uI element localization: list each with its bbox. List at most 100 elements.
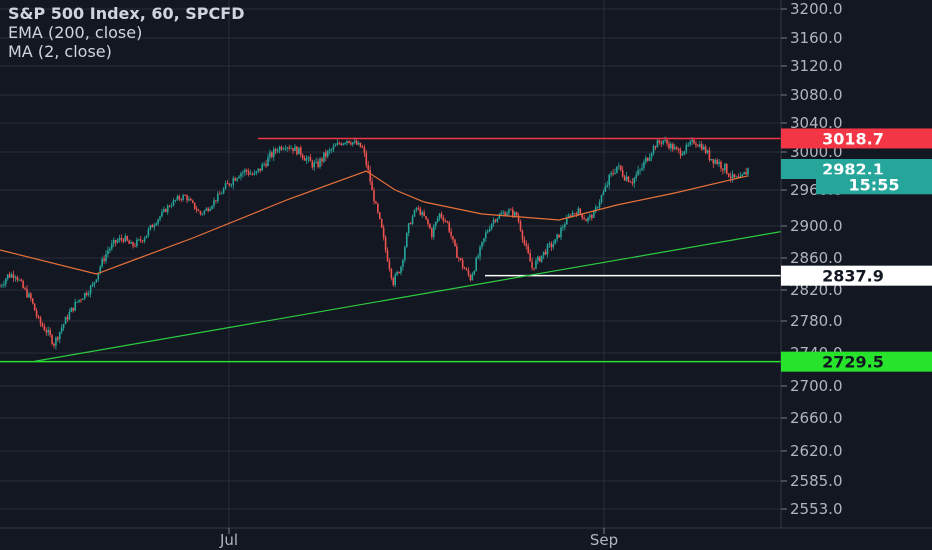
candle-body: [519, 221, 522, 231]
candle-body: [392, 277, 395, 286]
candle-body: [643, 161, 645, 168]
candle-body: [74, 301, 76, 311]
candle-body: [714, 160, 717, 164]
x-tick-label: Sep: [590, 531, 618, 549]
candle-body: [598, 201, 601, 208]
y-tick-label: 2553.0: [790, 500, 843, 518]
candle-body: [168, 205, 171, 207]
candle-body: [188, 198, 190, 201]
candle-body: [303, 157, 306, 161]
candle-body: [733, 173, 736, 178]
price-axis[interactable]: 3200.03160.03120.03080.03040.03000.02960…: [781, 0, 843, 518]
candle-body: [627, 176, 630, 182]
candle-body: [745, 172, 747, 175]
ema-indicator-label[interactable]: EMA (200, close): [8, 23, 143, 42]
candle-body: [350, 142, 352, 145]
price-tag-label: 2729.5: [822, 353, 884, 372]
candle-body: [506, 213, 508, 216]
candle-body: [747, 168, 749, 175]
candle-body: [217, 193, 219, 201]
candle-body: [124, 236, 127, 242]
candle-body: [101, 258, 103, 267]
candle-body: [145, 235, 148, 238]
candle-body: [407, 223, 410, 234]
candle-body: [294, 146, 296, 152]
candle-body: [546, 244, 549, 255]
candle-body: [438, 213, 441, 219]
candle-body: [149, 225, 152, 230]
candle-body: [147, 229, 150, 236]
candle-body: [195, 208, 198, 211]
candle-body: [592, 211, 595, 218]
candle-body: [255, 171, 258, 174]
candle-body: [384, 237, 387, 251]
candle-body: [729, 176, 732, 179]
candle-body: [405, 233, 408, 248]
candle-body: [64, 317, 67, 325]
candle-body: [375, 201, 377, 204]
candle-body: [573, 212, 576, 214]
candle-body: [402, 259, 404, 267]
candle-body: [419, 208, 422, 215]
candle-body: [43, 326, 46, 331]
candle-body: [49, 330, 51, 336]
candle-body: [288, 147, 290, 149]
candle-body: [234, 178, 236, 181]
candle-body: [475, 258, 477, 271]
candle-body: [434, 221, 437, 227]
candle-body: [244, 169, 246, 173]
candle-body: [105, 254, 107, 262]
candle-body: [517, 215, 520, 222]
candle-body: [57, 337, 59, 340]
candle-body: [274, 149, 277, 151]
time-axis[interactable]: Jul Sep: [219, 528, 618, 549]
candle-body: [394, 274, 397, 286]
candle-body: [380, 218, 383, 228]
candle-body: [130, 242, 132, 244]
candle-body: [510, 209, 512, 211]
candle-body: [286, 147, 289, 149]
candle-body: [351, 142, 354, 145]
candle-body: [111, 243, 113, 249]
candle-body: [610, 173, 612, 175]
candle-body: [413, 209, 416, 217]
candle-body: [197, 210, 200, 212]
candle-body: [132, 242, 134, 246]
candle-body: [373, 190, 375, 202]
candle-body: [0, 286, 1, 287]
candle-body: [429, 224, 431, 229]
candle-body: [508, 209, 510, 214]
candle-body: [396, 271, 398, 275]
candle-body: [215, 200, 217, 202]
y-tick-label: 3160.0: [790, 29, 843, 47]
ma-indicator-label[interactable]: MA (2, close): [8, 42, 112, 61]
candle-body: [62, 324, 65, 328]
candle-body: [284, 148, 287, 150]
candle-body: [336, 142, 339, 146]
candle-body: [625, 176, 628, 181]
candle-body: [442, 217, 445, 221]
candle-body: [542, 251, 545, 256]
candle-body: [66, 317, 69, 320]
candle-body: [608, 174, 610, 185]
candle-body: [725, 163, 728, 174]
symbol-title[interactable]: S&P 500 Index, 60, SPCFD: [8, 4, 245, 23]
candle-body: [415, 207, 418, 210]
candle-body: [47, 330, 49, 333]
candle-body: [68, 312, 71, 320]
candle-body: [631, 182, 634, 184]
candle-body: [569, 215, 572, 217]
candle-body: [176, 196, 179, 200]
candle-body: [72, 307, 75, 311]
candle-body: [571, 212, 574, 217]
candle-body: [477, 256, 479, 259]
candle-body: [296, 146, 298, 155]
candle-body: [562, 227, 564, 228]
candle-body: [330, 149, 333, 151]
candle-body: [708, 150, 711, 161]
candle-body: [39, 317, 42, 324]
trend-line[interactable]: [34, 231, 782, 362]
candle-body: [159, 216, 161, 220]
candle-body: [704, 146, 707, 153]
